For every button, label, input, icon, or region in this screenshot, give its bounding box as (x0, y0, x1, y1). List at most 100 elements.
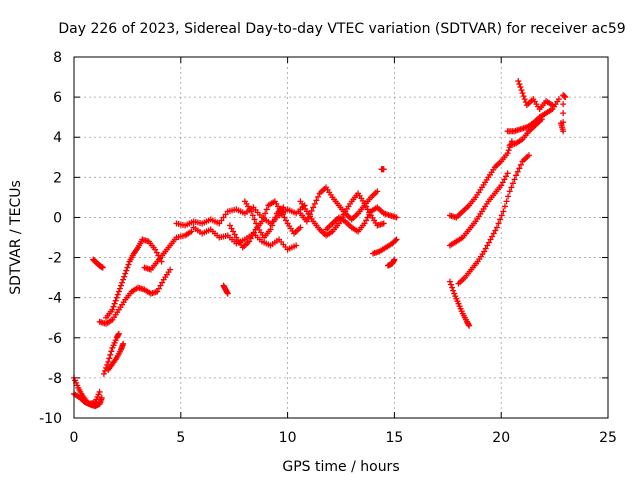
data-point (485, 239, 492, 246)
data-point (506, 188, 513, 195)
data-point (224, 290, 231, 297)
data-point (489, 233, 496, 240)
data-point (340, 211, 347, 218)
data-point (157, 282, 164, 289)
series-arc-z (506, 116, 545, 149)
data-point (495, 220, 502, 227)
data-point (560, 101, 567, 108)
y-tick-label: -8 (48, 371, 62, 387)
data-point (516, 165, 523, 172)
data-point (279, 211, 286, 218)
data-point (549, 102, 556, 109)
series-arc-s (384, 256, 398, 269)
data-point (555, 96, 562, 103)
data-point (110, 303, 117, 310)
data-point (108, 348, 115, 355)
data-point (519, 90, 526, 97)
data-point (366, 211, 373, 218)
data-point (504, 150, 511, 157)
data-point (515, 78, 522, 85)
series-arc-e (103, 236, 165, 321)
data-point (311, 200, 318, 207)
series-arc-r (370, 236, 400, 257)
y-tick-label: 0 (53, 210, 62, 226)
series-arc-w (455, 152, 532, 287)
data-point (98, 394, 105, 401)
data-point (270, 218, 277, 225)
x-tick-label: 25 (599, 430, 617, 446)
x-tick-label: 0 (70, 430, 79, 446)
x-tick-label: 15 (385, 430, 403, 446)
data-point (115, 288, 122, 295)
data-point (272, 214, 279, 221)
data-point (518, 87, 525, 94)
data-point (501, 203, 508, 210)
data-point (269, 222, 276, 229)
data-point (281, 214, 288, 221)
data-point (503, 198, 510, 205)
data-point (501, 176, 508, 183)
data-point (107, 351, 114, 358)
data-point (392, 237, 399, 244)
x-tick-label: 20 (492, 430, 510, 446)
series-arc-aa (558, 92, 569, 135)
series-arc-o (297, 190, 387, 239)
y-tick-label: 6 (53, 90, 62, 106)
data-point (335, 220, 342, 227)
data-point (123, 267, 130, 274)
data-point (504, 170, 511, 177)
data-point (120, 276, 127, 283)
data-point (99, 264, 106, 271)
data-point (159, 279, 166, 286)
data-point (267, 226, 274, 233)
data-point (560, 128, 567, 135)
data-point (500, 208, 507, 215)
data-point (380, 220, 387, 227)
data-point (155, 285, 162, 292)
chart-title: Day 226 of 2023, Sidereal Day-to-day VTE… (58, 21, 625, 37)
data-point (96, 388, 103, 395)
data-point (492, 227, 499, 234)
data-point (250, 229, 257, 236)
series-arc-p (323, 204, 400, 235)
x-tick-label: 5 (176, 430, 185, 446)
series-arc-u (446, 170, 511, 249)
data-point (509, 180, 516, 187)
data-point (218, 217, 225, 224)
series-arc-h (141, 228, 195, 273)
data-point (525, 152, 532, 159)
data-point (222, 211, 229, 218)
data-point (562, 94, 569, 101)
series-arc-c (90, 256, 106, 271)
data-point (498, 212, 505, 219)
series-arc-q (378, 166, 387, 173)
data-point (449, 284, 456, 291)
series-arc-g (105, 340, 127, 373)
data-point (116, 285, 123, 292)
series-arc-m (220, 282, 231, 297)
data-point (249, 232, 256, 239)
axis-ticks: 0 5 10 15 20 25 -10 -8 -6 -4 -2 0 2 4 6 8 (39, 50, 617, 446)
data-point (109, 306, 116, 313)
data-point (313, 197, 320, 204)
series-arc-b (71, 388, 103, 407)
data-point (124, 264, 131, 271)
data-point (122, 270, 129, 277)
data-point (538, 116, 545, 123)
data-point (310, 204, 317, 211)
data-point (520, 93, 527, 100)
data-point (363, 217, 370, 224)
data-point (364, 214, 371, 221)
data-point (466, 322, 473, 329)
data-point (517, 84, 524, 91)
data-point (253, 220, 260, 227)
data-point (482, 245, 489, 252)
data-point (513, 172, 520, 179)
data-point (282, 217, 289, 224)
data-point (450, 287, 457, 294)
series-arc-f (100, 330, 122, 377)
data-point (220, 214, 227, 221)
data-point (263, 206, 270, 213)
data-point (391, 256, 398, 263)
